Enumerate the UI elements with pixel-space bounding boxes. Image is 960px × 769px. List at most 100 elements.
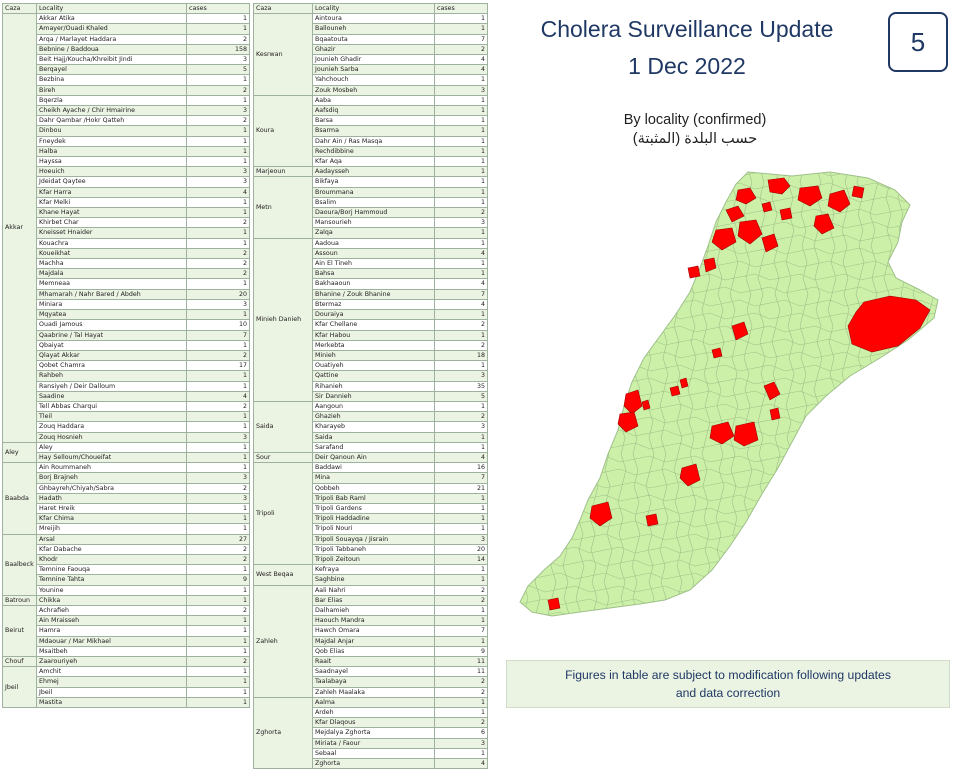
- cases-cell: 3: [186, 431, 250, 443]
- table-row: Aley Aley 1: [2, 441, 250, 464]
- table-row: Baabda Ain Roummaneh 1: [2, 462, 250, 535]
- table-row: Saadine 4: [3, 390, 250, 402]
- locality-cell: Zghorta: [312, 758, 435, 769]
- locality-cell: Khane Hayat: [36, 207, 187, 219]
- caza-cell: Jbeil: [2, 666, 37, 709]
- table-row: Majdala 2: [3, 268, 250, 280]
- locality-cell: Ghazir: [312, 43, 435, 56]
- locality-cell: Halba: [36, 145, 187, 158]
- caza-cell: Beirut: [2, 604, 37, 658]
- cases-cell: 3: [186, 492, 250, 504]
- locality-cell: Arsal: [36, 533, 187, 545]
- caza-cell: Marjeoun: [253, 166, 313, 178]
- cases-cell: 1: [186, 380, 250, 392]
- table-row: Khirbet Char 2: [3, 217, 250, 229]
- locality-cell: Ardeh: [312, 707, 435, 719]
- table-row: Ransiyeh / Deir Dalloum 1: [3, 380, 250, 392]
- map-subtitle-ar: حسب البلدة (المثبتة): [632, 131, 758, 147]
- locality-cell: Mdaouar / Mar Mikhael: [36, 635, 187, 647]
- cases-cell: 1: [434, 156, 488, 168]
- locality-cell: Aafsdiq: [312, 105, 435, 117]
- table-row: Memneaa 1: [3, 278, 250, 290]
- table-row: Metn Bikfaya 1: [253, 176, 488, 239]
- table-row: Baalbeck Arsal 27: [2, 533, 250, 596]
- locality-cell: Ehmej: [36, 676, 187, 688]
- cases-cell: 1: [434, 258, 488, 270]
- cases-cell: 1: [434, 196, 488, 209]
- table-row: Kouachra 1: [3, 237, 250, 249]
- cases-cell: 2: [186, 217, 250, 229]
- cases-cell: 35: [434, 380, 488, 392]
- table-row: Zahleh Aali Nahri 2: [253, 584, 488, 698]
- cases-cell: 4: [434, 64, 488, 76]
- cases-cell: 2: [434, 594, 488, 606]
- cases-cell: 7: [186, 329, 250, 341]
- cases-cell: 2: [186, 115, 250, 127]
- cases-cell: 20: [434, 543, 488, 555]
- affected-locality: [827, 189, 851, 213]
- locality-cell: Aintoura: [312, 13, 435, 25]
- cases-cell: 1: [186, 237, 250, 249]
- locality-cell: Kefraya: [312, 564, 435, 576]
- table-row: Zghorta Aalma 1: [253, 696, 488, 769]
- table-row: Mreijih 1: [3, 523, 250, 535]
- locality-cell: Ballouneh: [312, 23, 435, 35]
- column-header-cases: cases: [186, 2, 250, 15]
- locality-cell: Bsalim: [312, 196, 435, 209]
- cases-cell: 1: [434, 441, 488, 453]
- cases-cell: 1: [434, 176, 488, 188]
- cases-cell: 1: [186, 502, 250, 515]
- locality-cell: Qbaiyat: [36, 339, 187, 351]
- locality-cell: Miriata / Faour: [312, 737, 435, 749]
- table-row: Bireh 2: [3, 84, 250, 96]
- table-row: Mdaouar / Mar Mikhael 1: [3, 635, 250, 647]
- caza-cell: Batroun: [2, 594, 37, 606]
- map-subtitle-en: By locality (confirmed): [623, 112, 767, 128]
- table-row: Zouq Haddara 1: [3, 421, 250, 433]
- table-row: Ain Mraisseh 1: [3, 615, 250, 627]
- locality-cell: Ouatiyeh: [312, 360, 435, 372]
- locality-cell: Broummana: [312, 186, 435, 198]
- cases-cell: 16: [434, 462, 488, 474]
- cases-cell: 1: [434, 747, 488, 760]
- table-row: Kesrwan Aintoura 1: [253, 13, 488, 96]
- locality-cell: Taalabaya: [312, 676, 435, 688]
- locality-cell: Saadine: [36, 390, 187, 402]
- cases-cell: 14: [434, 553, 488, 566]
- locality-cell: Jdeidat Qaytee: [36, 176, 187, 188]
- locality-cell: Rahbeh: [36, 370, 187, 382]
- table-row: Tleil 1: [3, 411, 250, 423]
- cases-cell: 1: [434, 615, 488, 627]
- cases-cell: 3: [186, 298, 250, 311]
- cases-cell: 1: [434, 145, 488, 158]
- affected-locality: [779, 207, 793, 221]
- affected-locality: [711, 347, 723, 359]
- affected-locality: [735, 187, 757, 205]
- locality-cell: Amayer/Ouadi Khaled: [36, 23, 187, 35]
- cases-cell: 1: [434, 105, 488, 117]
- cases-cell: 2: [434, 411, 488, 423]
- affected-locality: [797, 185, 823, 207]
- cases-cell: 1: [434, 166, 488, 178]
- locality-cell: Dahr Ain / Ras Masqa: [312, 135, 435, 147]
- cases-cell: 1: [434, 360, 488, 372]
- locality-cell: Kfar Habou: [312, 329, 435, 341]
- cases-cell: 1: [434, 94, 488, 107]
- table-row: Dahr Qambar /Hokr Qatteh 2: [3, 115, 250, 127]
- cases-cell: 2: [186, 268, 250, 280]
- locality-cell: Aalma: [312, 696, 435, 709]
- cases-cell: 4: [186, 390, 250, 402]
- page-title: Cholera Surveillance Update: [540, 16, 834, 42]
- lebanon-cholera-map: [519, 171, 939, 617]
- column-header-locality: Locality: [312, 2, 435, 15]
- locality-cell: Mina: [312, 472, 435, 484]
- report-date: 1 Dec 2022: [628, 53, 746, 79]
- locality-cell: Kfar Chima: [36, 513, 187, 525]
- locality-cell: Sir Dannieh: [312, 390, 435, 402]
- affected-locality: [623, 389, 643, 415]
- table-row: Dinbou 1: [3, 125, 250, 137]
- locality-cell: Btermaz: [312, 298, 435, 311]
- caza-cell: Minieh Danieh: [253, 237, 313, 402]
- cases-cell: 9: [186, 574, 250, 586]
- cases-cell: 10: [186, 319, 250, 331]
